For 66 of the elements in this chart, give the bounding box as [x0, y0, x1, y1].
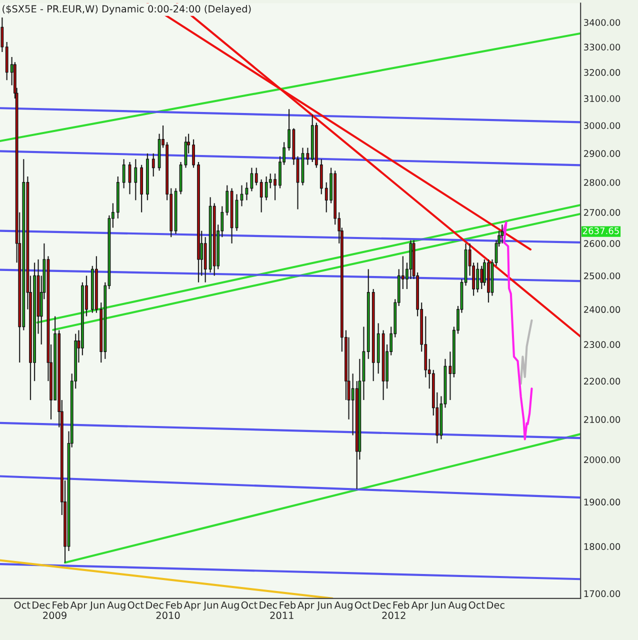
- candlestick: [264, 176, 268, 201]
- x-tick-label: Oct: [14, 601, 30, 609]
- x-tick-label: Apr: [184, 601, 201, 611]
- x-tick-label: Apr: [411, 601, 428, 611]
- y-tick-label: 2500.00: [584, 272, 620, 280]
- candlestick: [122, 158, 126, 189]
- candlestick: [192, 138, 195, 168]
- x-tick-label: Aug: [448, 601, 466, 611]
- x-tick-label: Dec: [487, 601, 504, 609]
- y-tick-label: 2100.00: [584, 416, 620, 423]
- chart-title: ($SX5E - PR.EUR,W) Dynamic 0:00-24:00 (Delayed): [2, 4, 251, 14]
- candlestick: [480, 265, 484, 290]
- candlestick: [152, 152, 155, 178]
- x-tick-label: Aug: [107, 601, 126, 611]
- y-tick-label: 3400.00: [584, 19, 620, 26]
- text: 2637.65: [582, 227, 619, 234]
- x-tick-label: Oct: [241, 601, 258, 609]
- x-tick-label: Oct: [468, 601, 485, 609]
- y-tick-label: 1800.00: [584, 543, 620, 550]
- candlestick: [320, 158, 323, 195]
- x-tick-label: Aug: [334, 601, 352, 611]
- y-tick-label: 1900.00: [584, 498, 620, 506]
- x-tick-label: Aug: [220, 601, 239, 611]
- x-tick-label: Jun: [90, 601, 104, 611]
- x2-tick-label: 2012: [382, 612, 406, 620]
- line-series: [520, 319, 533, 385]
- x-tick-label: Dec: [146, 601, 164, 609]
- x-tick-label: Jun: [430, 601, 446, 611]
- x-tick-label: Feb: [166, 601, 182, 609]
- y-tick-label: 2300.00: [584, 341, 620, 348]
- x2-tick-label: 2010: [156, 612, 180, 620]
- candlestick: [500, 224, 504, 244]
- x-tick-label: Apr: [298, 601, 314, 611]
- x-tick-label: Feb: [280, 601, 296, 609]
- x2-tick-label: 2009: [43, 612, 66, 620]
- candlestick: [476, 262, 480, 293]
- y-tick-label: 2400.00: [584, 306, 620, 313]
- y-tick-label: 3200.00: [584, 69, 620, 76]
- y-tick-label: 3000.00: [584, 122, 620, 130]
- x-tick-label: Dec: [32, 601, 50, 609]
- x-tick-label: Dec: [373, 601, 391, 609]
- x-tick-label: Jun: [316, 601, 332, 611]
- candlestick: [226, 184, 229, 216]
- x-tick-label: Oct: [128, 601, 144, 609]
- y-tick-label: 3300.00: [584, 44, 620, 51]
- x-tick-label: Jun: [203, 601, 218, 611]
- candlestick: [288, 108, 290, 152]
- y-tick-label: 2200.00: [584, 378, 620, 385]
- candlestick: [0, 16, 4, 53]
- x-tick-label: Apr: [70, 601, 88, 611]
- y-tick-label: 2800.00: [584, 179, 620, 186]
- candlestick: [306, 147, 310, 166]
- y-tick-label: 2000.00: [584, 456, 620, 464]
- y-tick-label: 2600.00: [584, 240, 620, 247]
- x-tick-label: Feb: [52, 601, 68, 609]
- y-tick-label: 2700.00: [584, 209, 620, 216]
- candlestick: [134, 158, 138, 201]
- y-tick-label: 3100.00: [584, 95, 620, 102]
- x2-tick-label: 2011: [270, 612, 294, 620]
- x-tick-label: Oct: [354, 601, 371, 609]
- x-tick-label: Feb: [393, 601, 410, 609]
- y-tick-label: 2900.00: [584, 150, 620, 157]
- y-tick-label: 1700.00: [584, 590, 620, 598]
- x-tick-label: Dec: [260, 601, 278, 609]
- candlestick: [254, 167, 258, 186]
- candlestick: [260, 178, 263, 213]
